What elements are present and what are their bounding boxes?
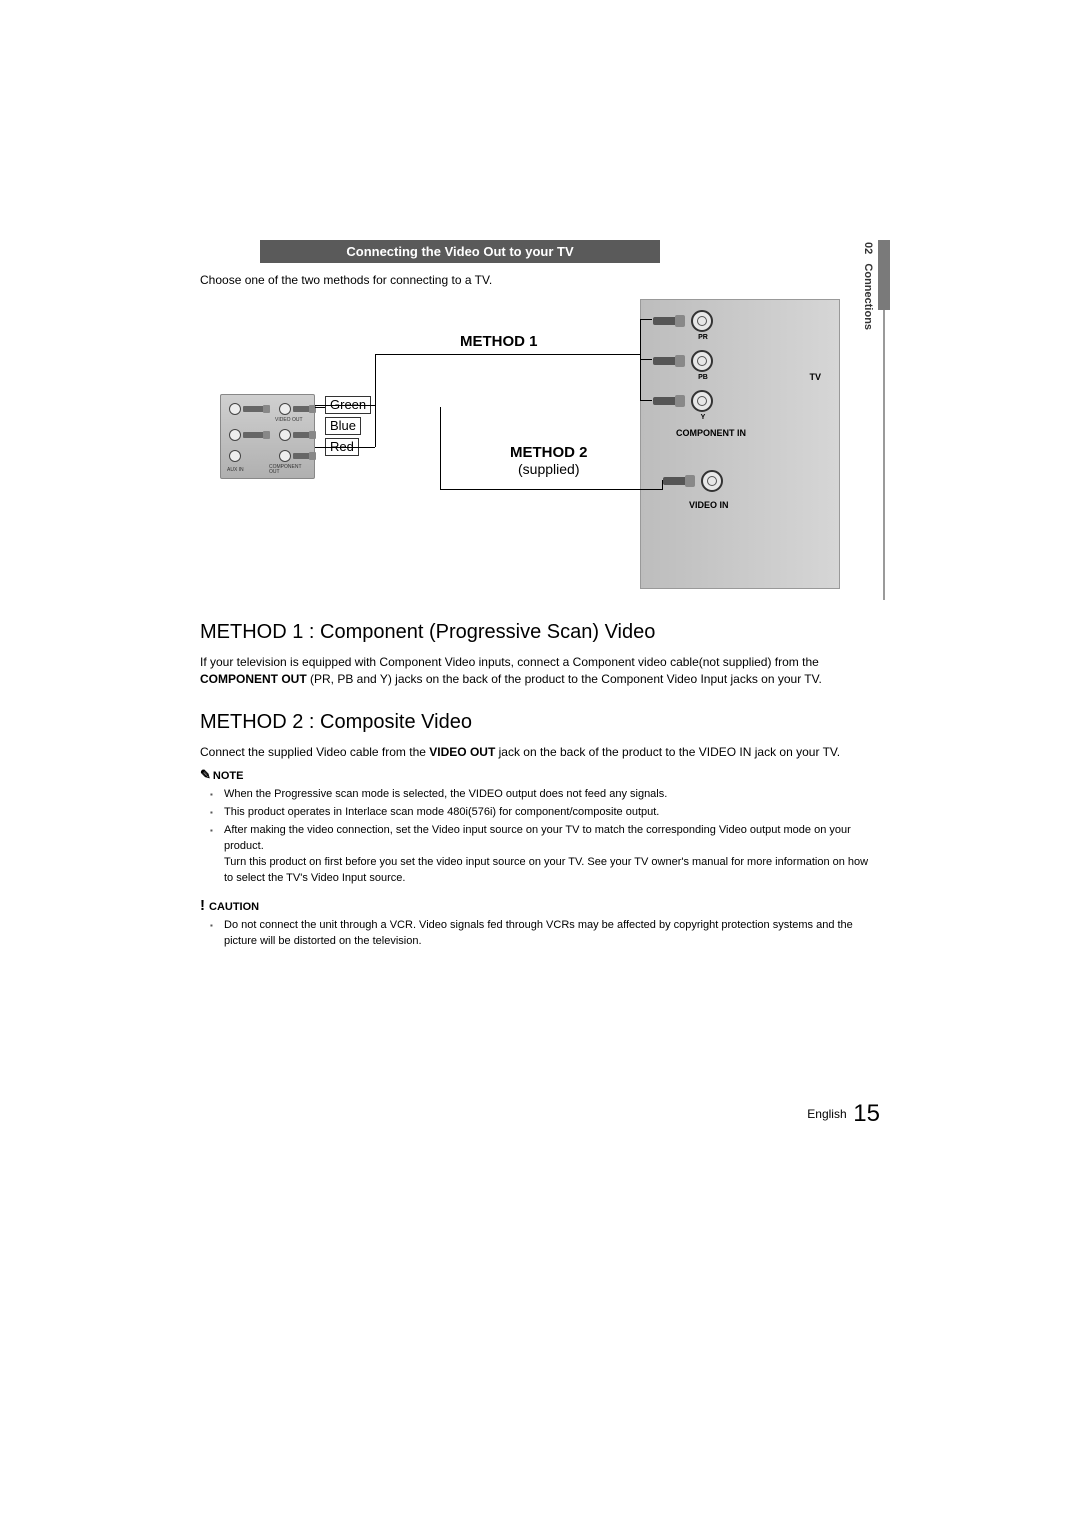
wire — [315, 407, 325, 408]
plug-pr — [653, 317, 679, 325]
note-icon: ✎ — [200, 767, 211, 783]
method2-body-bold: VIDEO OUT — [429, 745, 495, 759]
jack-video-in — [701, 470, 723, 492]
method1-title: METHOD 1 : Component (Progressive Scan) … — [200, 621, 880, 644]
src-component-out-label: COMPONENT OUT — [269, 465, 302, 475]
section-header-bar: Connecting the Video Out to your TV — [260, 240, 660, 263]
plug-video-in — [663, 477, 689, 485]
note-label: NOTE — [213, 770, 244, 782]
wire — [315, 447, 375, 448]
src-plug-3 — [243, 432, 265, 438]
method1-body-before: If your television is equipped with Comp… — [200, 655, 819, 669]
src-jack-4 — [279, 429, 291, 441]
note-item: After making the video connection, set t… — [224, 823, 880, 887]
note-header: ✎NOTE — [200, 767, 880, 783]
method2-label-text: METHOD 2 — [510, 444, 588, 461]
src-jack-6 — [279, 450, 291, 462]
wire — [662, 480, 663, 490]
src-video-out-label: VIDEO OUT — [275, 417, 303, 423]
sidebar-line — [883, 310, 885, 600]
connection-diagram: TV PR PB Y COMPONENT IN VIDEO IN VIDEO O… — [200, 299, 840, 599]
page-footer: English 15 — [200, 1100, 880, 1128]
src-aux-in-label: AUX IN — [227, 467, 244, 473]
caution-item: Do not connect the unit through a VCR. V… — [224, 918, 880, 950]
wire — [375, 354, 376, 406]
src-plug-6 — [293, 453, 311, 459]
wire — [640, 359, 652, 360]
method2-label: METHOD 2 (supplied) — [510, 444, 588, 478]
method1-label: METHOD 1 — [460, 333, 538, 350]
src-jack-1 — [229, 403, 241, 415]
caution-label: CAUTION — [209, 901, 259, 913]
color-label-blue: Blue — [325, 417, 361, 435]
method1-body-after: (PR, PB and Y) jacks on the back of the … — [307, 672, 822, 686]
src-jack-3 — [229, 429, 241, 441]
tv-box: TV PR PB Y COMPONENT IN VIDEO IN — [640, 299, 840, 589]
intro-text: Choose one of the two methods for connec… — [200, 273, 880, 287]
footer-lang: English — [807, 1107, 846, 1121]
jack-pr-label: PR — [695, 334, 711, 341]
source-device-box: VIDEO OUT AUX IN COMPONENT OUT — [220, 394, 315, 479]
note-item: When the Progressive scan mode is select… — [224, 787, 880, 803]
wire — [640, 319, 652, 320]
jack-pb-label: PB — [695, 374, 711, 381]
footer-page-num: 15 — [853, 1100, 880, 1127]
wire — [640, 400, 652, 401]
method2-body-after: jack on the back of the product to the V… — [495, 745, 840, 759]
jack-y-label: Y — [697, 414, 709, 421]
jack-y — [691, 390, 713, 412]
wire — [640, 319, 641, 401]
src-plug-1 — [243, 406, 265, 412]
note-item: This product operates in Interlace scan … — [224, 805, 880, 821]
note-list: When the Progressive scan mode is select… — [200, 787, 880, 887]
method1-body-bold: COMPONENT OUT — [200, 672, 307, 686]
method2-title: METHOD 2 : Composite Video — [200, 711, 880, 734]
video-in-label: VIDEO IN — [689, 500, 729, 510]
src-jack-5 — [229, 450, 241, 462]
plug-y — [653, 397, 679, 405]
method1-body: If your television is equipped with Comp… — [200, 654, 880, 689]
src-jack-2 — [279, 403, 291, 415]
tv-label: TV — [809, 372, 821, 382]
src-plug-2 — [293, 406, 311, 412]
jack-pb — [691, 350, 713, 372]
src-plug-4 — [293, 432, 311, 438]
caution-header: ! CAUTION — [200, 897, 880, 914]
page-content: Connecting the Video Out to your TV Choo… — [200, 240, 880, 952]
component-in-label: COMPONENT IN — [676, 428, 746, 438]
wire — [440, 407, 441, 489]
method2-body: Connect the supplied Video cable from th… — [200, 744, 880, 761]
method2-sub: (supplied) — [518, 461, 579, 477]
plug-pb — [653, 357, 679, 365]
wire — [440, 489, 662, 490]
wire — [375, 354, 640, 355]
caution-icon: ! — [200, 897, 205, 914]
wire — [375, 405, 376, 447]
wire — [315, 405, 375, 406]
jack-pr — [691, 310, 713, 332]
caution-list: Do not connect the unit through a VCR. V… — [200, 918, 880, 950]
method2-body-before: Connect the supplied Video cable from th… — [200, 745, 429, 759]
